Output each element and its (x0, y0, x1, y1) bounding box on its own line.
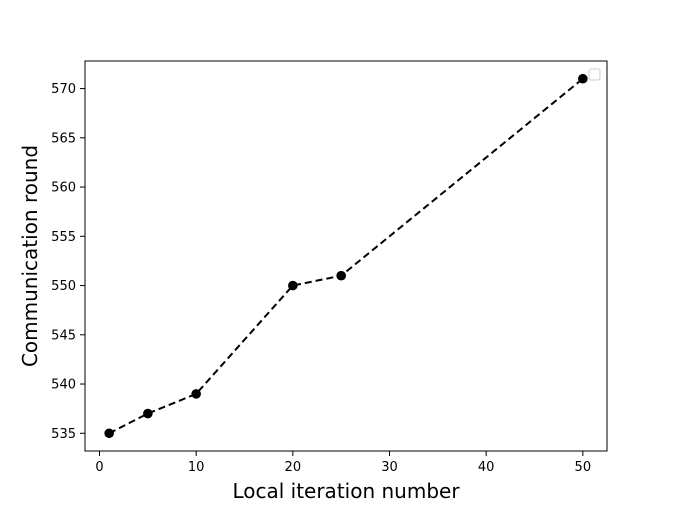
y-tick-label: 560 (51, 181, 76, 196)
x-tick-label: 40 (478, 460, 495, 475)
x-tick-label: 10 (188, 460, 205, 475)
x-tick-label: 20 (285, 460, 302, 475)
y-tick-label: 545 (51, 328, 76, 343)
x-axis-label: Local iteration number (232, 479, 460, 503)
data-point (288, 280, 298, 291)
y-tick-label: 565 (51, 131, 76, 146)
y-tick-label: 570 (51, 82, 76, 97)
plot-frame (84, 60, 608, 452)
series-line (108, 77, 584, 435)
series-layer (104, 73, 588, 439)
legend-box (588, 68, 601, 81)
x-tick-label: 50 (575, 460, 592, 475)
data-point (191, 389, 201, 399)
y-tick-label: 535 (51, 427, 76, 442)
data-point (143, 408, 153, 419)
data-point (336, 270, 346, 281)
data-point (104, 428, 114, 439)
y-tick-label: 540 (51, 378, 76, 393)
x-tick-label: 0 (95, 460, 103, 475)
data-point (578, 73, 588, 84)
legend (588, 68, 601, 81)
y-tick-label: 550 (51, 279, 76, 294)
tick-layer: 0 10 20 30 40 50 535 540 545 550 555 560 565 570 (51, 82, 591, 475)
x-tick-label: 30 (381, 460, 398, 475)
y-axis-label: Communication round (18, 145, 42, 367)
y-tick-label: 555 (51, 230, 76, 245)
